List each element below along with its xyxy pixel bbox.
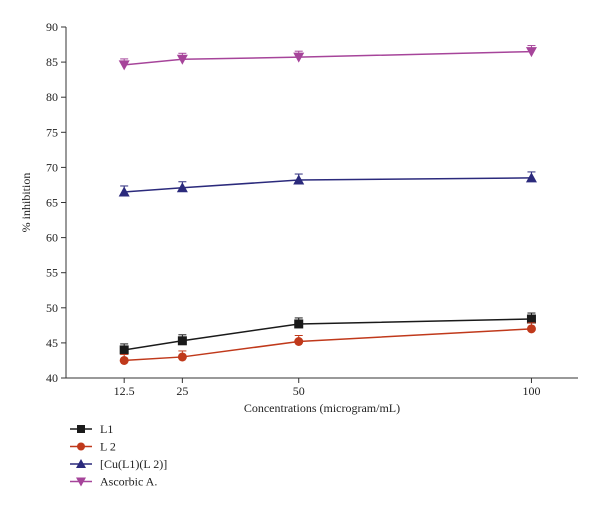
legend-marker [77,442,85,451]
y-tick-label: 85 [46,55,58,69]
data-point [526,314,536,324]
legend-label: L 2 [100,440,116,454]
data-point [293,174,305,185]
data-point [176,182,188,193]
data-point [294,319,304,329]
x-tick-label: 12.5 [114,384,135,398]
x-tick-label: 100 [522,384,540,398]
legend-label: L1 [100,422,113,436]
data-point [176,54,188,65]
y-tick-label: 45 [46,336,58,350]
legend-label: Ascorbic A. [100,475,157,489]
legend-marker [76,477,86,487]
legend-marker [77,425,85,433]
y-tick-label: 70 [46,160,58,174]
y-tick-label: 90 [46,20,58,34]
data-point [119,355,129,365]
series-line-1 [124,318,532,351]
data-point [177,336,187,346]
y-tick-label: 50 [46,301,58,315]
legend-marker [76,459,86,468]
x-axis-label: Concentrations (microgram/mL) [244,401,400,415]
y-axis-label: % inhibition [19,173,33,233]
y-tick-label: 65 [46,196,58,210]
data-point [293,52,305,63]
y-tick-label: 60 [46,231,58,245]
y-tick-label: 40 [46,371,58,385]
x-tick-label: 25 [176,384,188,398]
series-line-3 [124,177,532,193]
y-tick-label: 75 [46,125,58,139]
legend-label: [Cu(L1)(L 2)] [100,457,167,471]
y-tick-label: 80 [46,90,58,104]
data-point [118,60,130,71]
y-tick-label: 55 [46,266,58,280]
x-tick-label: 50 [293,384,305,398]
data-point [525,172,537,183]
series-line-2 [124,328,532,362]
data-point [525,47,537,58]
data-point [177,352,187,362]
data-point [526,324,536,334]
data-point [119,345,129,355]
series-line-4 [124,50,532,66]
data-point [118,186,130,197]
data-point [294,336,304,346]
